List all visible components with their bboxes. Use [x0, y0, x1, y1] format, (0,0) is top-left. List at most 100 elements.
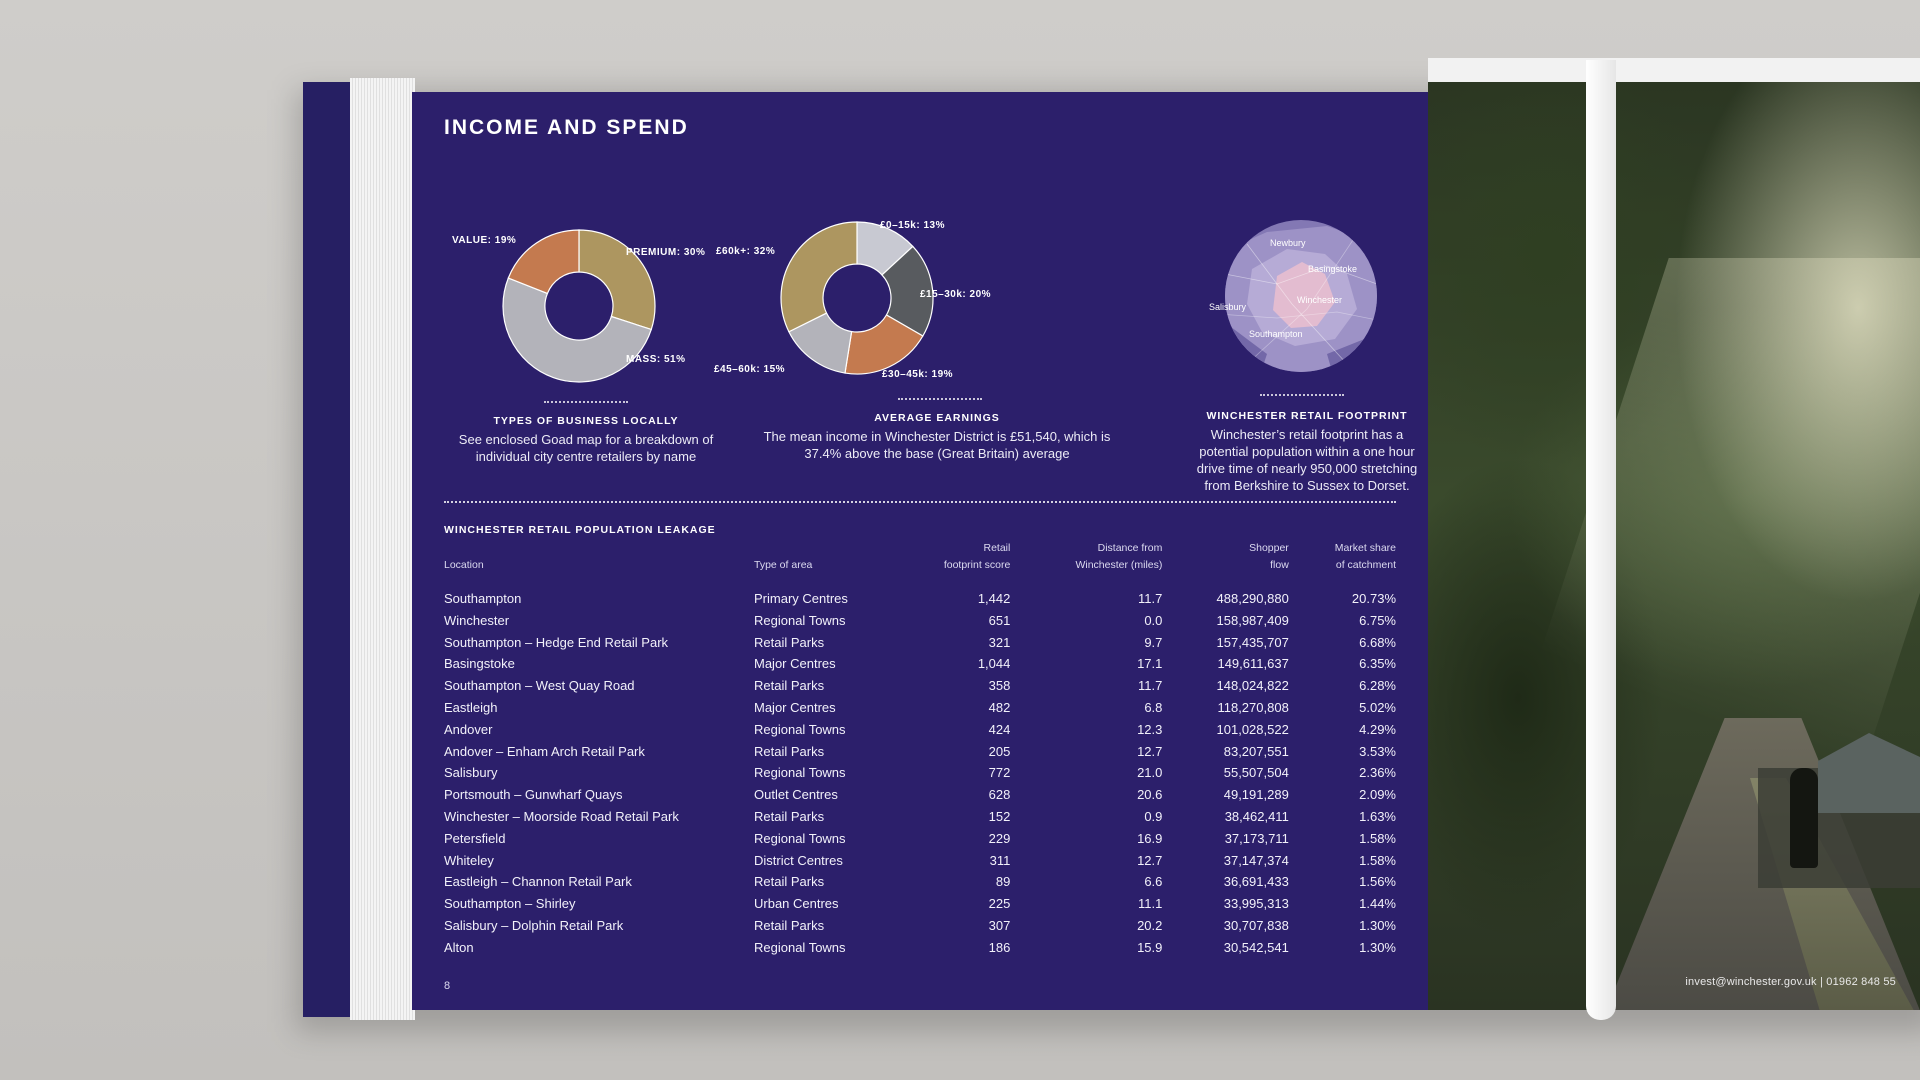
leakage-table: Location Type of area Retail footprint s… — [444, 540, 1396, 959]
cell-flow: 157,435,707 — [1216, 634, 1289, 650]
caption-text: Winchester’s retail footprint has a pote… — [1196, 427, 1418, 493]
chart-divider-dots — [1260, 394, 1344, 396]
map-label-salisbury: Salisbury — [1209, 302, 1247, 312]
cell-share: 6.68% — [1359, 634, 1396, 650]
footprint-map-graphic — [1225, 220, 1377, 372]
table-row: Basingstoke Major Centres 1,044 17.1 149,611… — [444, 653, 1396, 675]
cell-score: 186 — [988, 939, 1011, 955]
cell-location: Southampton – Shirley — [444, 896, 576, 912]
page-curl — [1586, 60, 1616, 1020]
header-distance-line1: Distance from — [1097, 542, 1163, 554]
cell-distance: 0.0 — [1144, 612, 1163, 628]
average-earnings-donut — [780, 221, 934, 375]
cell-distance: 9.7 — [1144, 634, 1163, 650]
cell-location: Southampton – West Quay Road — [444, 678, 635, 694]
cell-score: 1,442 — [977, 591, 1011, 606]
cell-type: Regional Towns — [754, 721, 846, 737]
cell-location: Alton — [444, 939, 474, 955]
cell-location: Andover – Enham Arch Retail Park — [444, 743, 645, 759]
header-share: Market share of catchment — [1289, 540, 1396, 588]
cell-flow: 83,207,551 — [1223, 743, 1289, 759]
business-types-caption: TYPES OF BUSINESS LOCALLY See enclosed G… — [446, 415, 726, 465]
cell-type: Retail Parks — [754, 743, 825, 759]
cell-distance: 11.7 — [1138, 678, 1163, 694]
table-row: Andover – Enham Arch Retail Park Retail P… — [444, 741, 1396, 763]
cell-type: Primary Centres — [754, 591, 848, 606]
cell-type: Outlet Centres — [754, 787, 838, 803]
cell-flow: 149,611,637 — [1217, 656, 1289, 672]
chart-divider-dots — [898, 398, 982, 400]
cell-type: Retail Parks — [754, 808, 825, 824]
cell-type: Retail Parks — [754, 874, 825, 890]
cell-location: Petersfield — [444, 830, 506, 846]
table-row: Winchester Regional Towns 651 0.0 158,987,40… — [444, 610, 1396, 632]
caption-title: TYPES OF BUSINESS LOCALLY — [493, 415, 679, 427]
slice-label-15-30k: £15–30k: 20% — [920, 289, 992, 300]
header-share-line2: of catchment — [1335, 559, 1396, 571]
table-row: Southampton – Hedge End Retail Park Retai… — [444, 632, 1396, 654]
cell-flow: 33,995,313 — [1223, 896, 1289, 912]
table-title: WINCHESTER RETAIL POPULATION LEAKAGE — [444, 524, 716, 536]
average-earnings-caption: AVERAGE EARNINGS The mean income in Winc… — [752, 412, 1122, 462]
cell-share: 4.29% — [1359, 721, 1396, 737]
cell-distance: 16.9 — [1137, 830, 1163, 846]
section-divider — [444, 501, 1396, 503]
cell-distance: 12.3 — [1137, 721, 1163, 737]
cell-type: Major Centres — [754, 699, 836, 715]
cell-share: 1.58% — [1359, 852, 1396, 868]
walking-figure — [1790, 768, 1818, 868]
cell-type: Regional Towns — [754, 612, 846, 628]
cell-share: 1.56% — [1359, 874, 1396, 890]
table-row: Salisbury Regional Towns 772 21.0 55,507,504… — [444, 762, 1396, 784]
cell-share: 1.30% — [1359, 939, 1396, 955]
cell-distance: 6.6 — [1144, 874, 1163, 890]
cell-location: Southampton — [444, 591, 522, 606]
donut-slice-premium — [578, 229, 656, 331]
header-score: Retail footprint score — [894, 540, 1011, 588]
donut-slice-60k — [780, 221, 858, 333]
right-page-photo: invest@winchester.gov.uk | 01962 848 55 — [1428, 78, 1920, 1010]
page-number: 8 — [444, 980, 451, 992]
cell-flow: 158,987,409 — [1216, 612, 1289, 628]
table-row: Andover Regional Towns 424 12.3 101,028,522 4… — [444, 719, 1396, 741]
header-type: Type of area — [754, 559, 813, 571]
cell-location: Andover — [444, 721, 493, 737]
slice-label-0-15k: £0–15k: 13% — [880, 220, 945, 231]
cell-distance: 11.7 — [1138, 591, 1163, 606]
retail-footprint-map: Newbury Basingstoke Winchester Salisbury… — [1207, 214, 1407, 394]
header-score-line2: footprint score — [943, 559, 1011, 571]
table-row: Winchester – Moorside Road Retail Park Re… — [444, 806, 1396, 828]
header-location: Location — [444, 559, 484, 571]
caption-text: See enclosed Goad map for a breakdown of… — [458, 432, 714, 464]
cell-location: Southampton – Hedge End Retail Park — [444, 634, 669, 650]
cell-distance: 17.1 — [1137, 656, 1163, 672]
caption-text: The mean income in Winchester District i… — [763, 429, 1111, 461]
cell-flow: 148,024,822 — [1216, 678, 1289, 694]
cell-share: 1.30% — [1359, 917, 1396, 933]
right-page-top-edge — [1428, 58, 1920, 82]
map-label-newbury: Newbury — [1270, 238, 1306, 248]
cell-location: Eastleigh — [444, 699, 498, 715]
cell-flow: 101,028,522 — [1216, 721, 1289, 737]
slice-label-60k-plus: £60k+: 32% — [716, 246, 776, 257]
cell-distance: 0.9 — [1144, 808, 1163, 824]
table-row: Salisbury – Dolphin Retail Park Retail Pa… — [444, 915, 1396, 937]
cell-flow: 30,542,541 — [1223, 939, 1289, 955]
cell-flow: 488,290,880 — [1216, 591, 1289, 606]
caption-title: AVERAGE EARNINGS — [874, 412, 1000, 424]
header-flow-line1: Shopper — [1249, 542, 1289, 554]
header-distance-line2: Winchester (miles) — [1075, 559, 1163, 571]
slice-label-30-45k: £30–45k: 19% — [882, 369, 954, 380]
table-row: Eastleigh – Channon Retail Park Retail Pa… — [444, 871, 1396, 893]
caption-title: WINCHESTER RETAIL FOOTPRINT — [1206, 410, 1408, 422]
cell-distance: 11.1 — [1138, 896, 1163, 912]
cell-location: Portsmouth – Gunwharf Quays — [444, 787, 623, 803]
cell-score: 307 — [988, 917, 1011, 933]
cell-share: 1.44% — [1359, 896, 1396, 912]
slice-label-45-60k: £45–60k: 15% — [714, 364, 786, 375]
cell-distance: 20.2 — [1137, 917, 1163, 933]
cell-score: 152 — [988, 808, 1011, 824]
cell-share: 6.75% — [1359, 612, 1396, 628]
cell-score: 89 — [995, 874, 1011, 890]
table-row: Southampton – Shirley Urban Centres 225 11.… — [444, 893, 1396, 915]
